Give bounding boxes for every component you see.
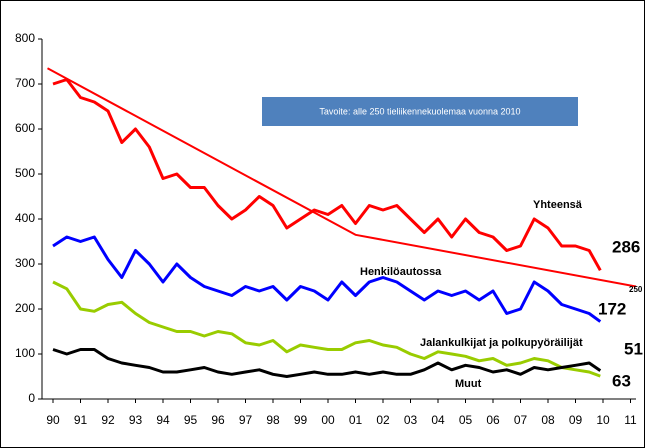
series-line: [52, 78, 602, 272]
x-tick-label: 96: [211, 413, 225, 427]
x-tick-label: 98: [266, 413, 280, 427]
x-tick-label: 09: [569, 413, 583, 427]
annotation-box: [262, 97, 578, 126]
annotation: Tavoite: alle 250 tieliikennekuolemaa vu…: [319, 106, 520, 116]
series-label: Yhteensä: [533, 199, 583, 211]
end-value-label: 63: [612, 371, 631, 390]
y-tick-label: 200: [15, 301, 35, 315]
end-value-label: 172: [598, 299, 626, 318]
y-tick-label: 400: [15, 211, 35, 225]
x-tick-label: 93: [129, 413, 143, 427]
y-tick-label: 700: [15, 76, 35, 90]
x-tick-label: 97: [239, 413, 253, 427]
series-label: Jalankulkijat ja polkupyöräilijät: [420, 337, 583, 349]
y-tick-label: 800: [15, 31, 35, 45]
x-tick-label: 94: [156, 413, 170, 427]
series-line: [52, 348, 602, 378]
x-tick-label: 06: [486, 413, 500, 427]
y-tick-label: 0: [28, 391, 35, 405]
y-tick-label: 500: [15, 166, 35, 180]
x-tick-label: 99: [294, 413, 308, 427]
x-tick-label: 00: [321, 413, 335, 427]
series-line: [52, 280, 601, 378]
y-tick-label: 100: [15, 346, 35, 360]
x-tick-label: 07: [514, 413, 528, 427]
series-line: [52, 235, 602, 323]
x-tick-label: 08: [541, 413, 555, 427]
x-tick-label: 05: [459, 413, 473, 427]
y-tick-label: 300: [15, 256, 35, 270]
x-tick-label: 03: [404, 413, 418, 427]
x-tick-label: 04: [431, 413, 445, 427]
y-tick-label: 600: [15, 121, 35, 135]
series-label: Muut: [455, 378, 482, 390]
target-label: 250: [629, 285, 643, 294]
x-tick-label: 01: [349, 413, 363, 427]
x-tick-label: 92: [101, 413, 115, 427]
x-tick-label: 11: [624, 413, 637, 427]
end-value-label: 51: [624, 339, 643, 358]
x-tick-label: 10: [596, 413, 610, 427]
x-tick-label: 91: [74, 413, 88, 427]
target-line: [47, 67, 637, 288]
end-value-label: 286: [612, 237, 640, 256]
x-tick-label: 90: [46, 413, 60, 427]
x-tick-label: 95: [184, 413, 198, 427]
series-label: Henkilöautossa: [360, 266, 442, 278]
x-tick-label: 02: [376, 413, 390, 427]
